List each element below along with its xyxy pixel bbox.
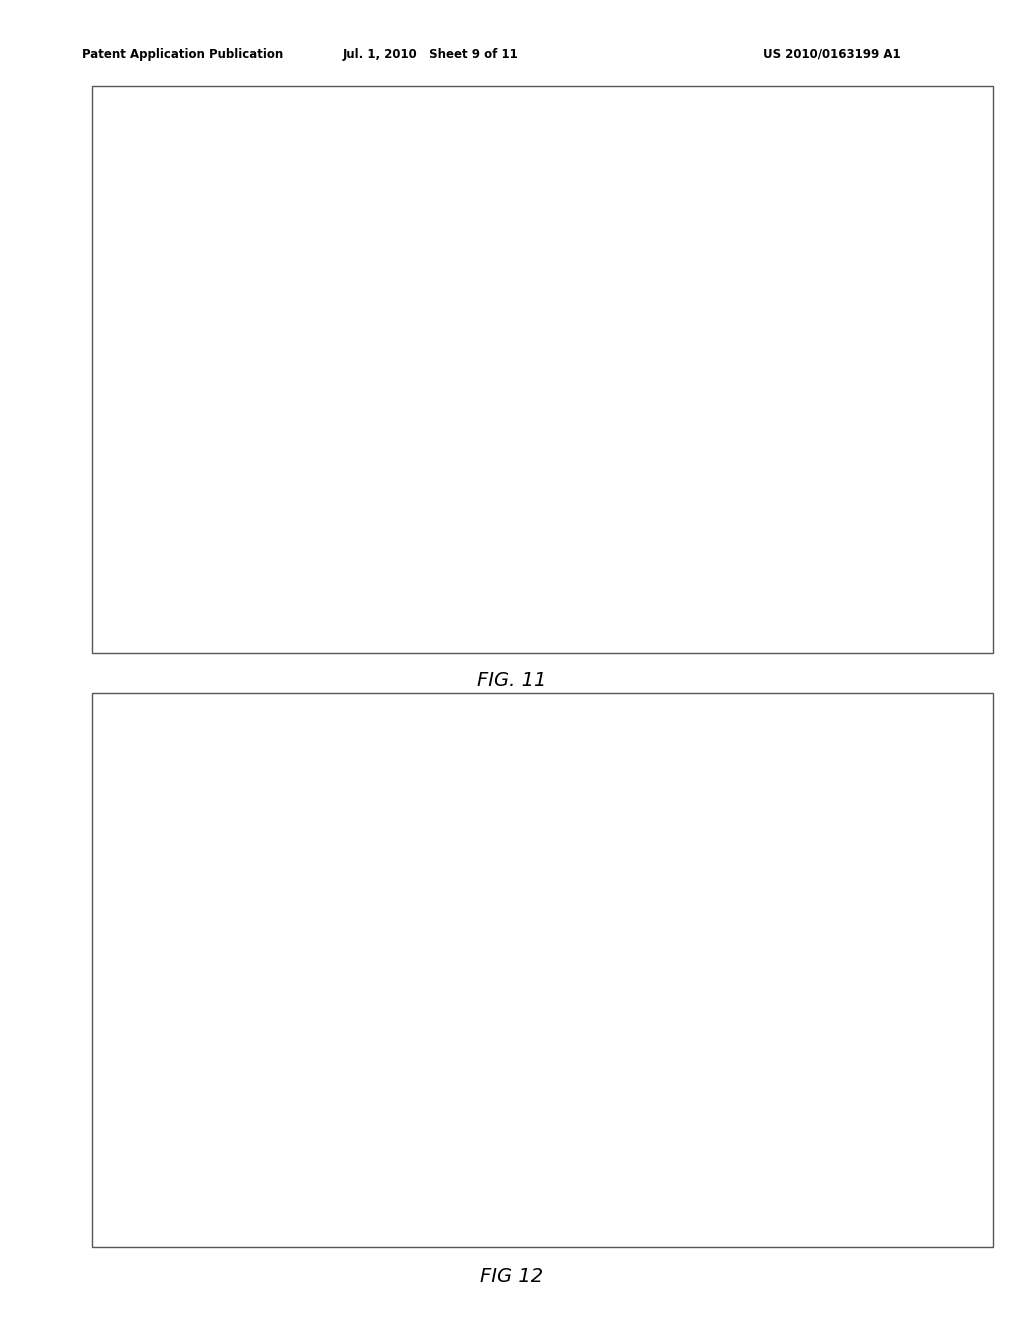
Title: Interval Plot of Wick Time (s)
95% CI for the Mean: Interval Plot of Wick Time (s) 95% CI fo…	[446, 107, 700, 137]
Text: 2.23: 2.23	[813, 411, 837, 421]
Y-axis label: Wicking Rate (mm/sec): Wicking Rate (mm/sec)	[137, 891, 151, 1055]
Text: 13.0: 13.0	[813, 981, 837, 990]
X-axis label: Sample ID: Sample ID	[536, 628, 611, 642]
X-axis label: Sample ID: Sample ID	[536, 1218, 611, 1232]
Text: 13.2: 13.2	[475, 970, 499, 981]
Y-axis label: Wick Time (s): Wick Time (s)	[125, 325, 138, 421]
Text: US 2010/0163199 A1: US 2010/0163199 A1	[764, 48, 901, 61]
Text: 2.00: 2.00	[926, 469, 949, 479]
Text: 13.4: 13.4	[362, 960, 386, 970]
Text: 13.8: 13.8	[588, 940, 611, 949]
Text: 2.03: 2.03	[475, 462, 499, 471]
Text: FIG 12: FIG 12	[480, 1267, 544, 1286]
Text: 2.07: 2.07	[588, 451, 611, 462]
Text: 11.3: 11.3	[250, 1068, 273, 1077]
Text: 2.10: 2.10	[362, 444, 386, 454]
Text: 2.67: 2.67	[250, 300, 273, 310]
Text: FIG. 11: FIG. 11	[477, 671, 547, 689]
Text: 14.1: 14.1	[926, 924, 949, 935]
Title: Interval Plot of Wicking Rate (mm/sec)
95% CI for the Mean: Interval Plot of Wicking Rate (mm/sec) 9…	[407, 717, 740, 747]
Text: Jul. 1, 2010   Sheet 9 of 11: Jul. 1, 2010 Sheet 9 of 11	[342, 48, 518, 61]
Text: Patent Application Publication: Patent Application Publication	[82, 48, 284, 61]
Text: 14.0: 14.0	[700, 929, 724, 940]
Text: 1.93: 1.93	[700, 487, 724, 496]
